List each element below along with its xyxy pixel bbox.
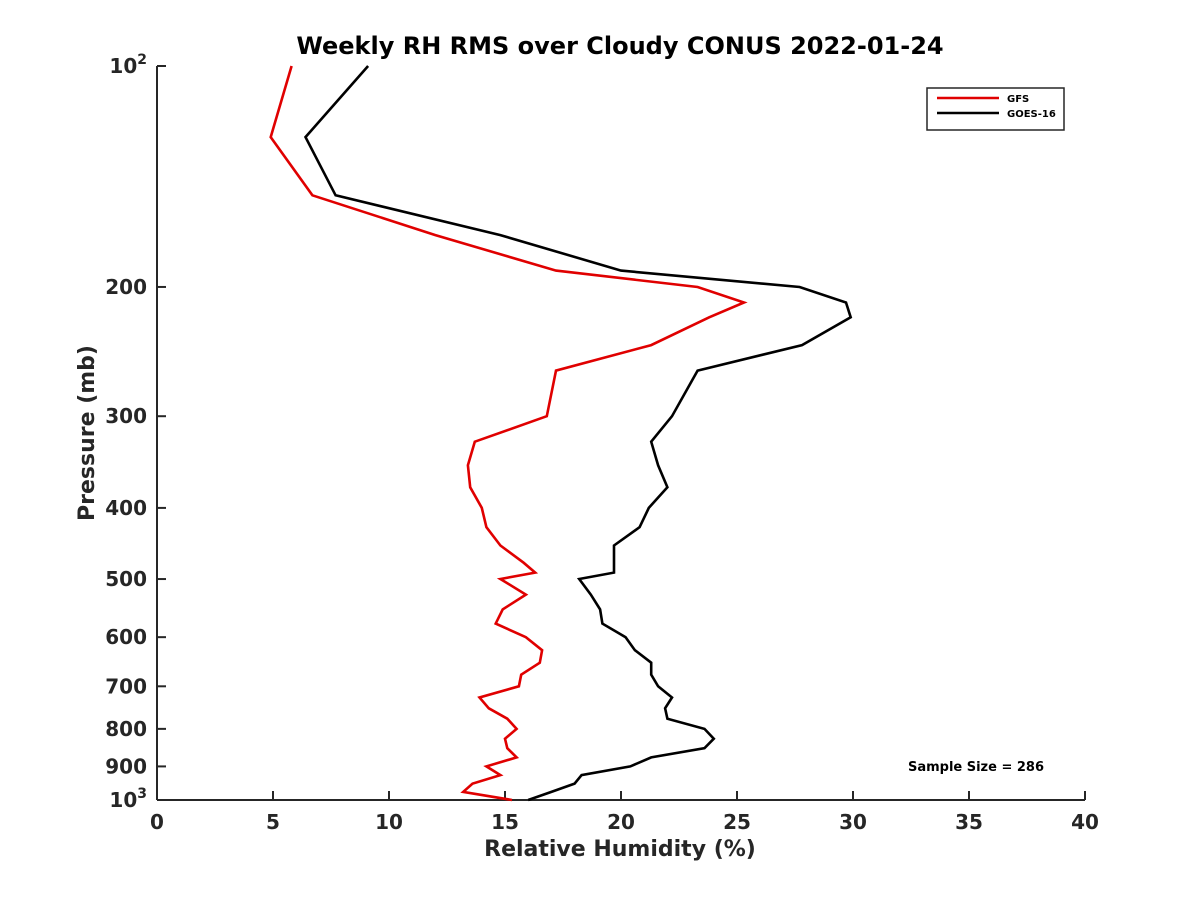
x-tick-label: 40 — [1071, 810, 1099, 834]
y-tick-label: 200 — [105, 275, 147, 299]
y-axis-label: Pressure (mb) — [75, 345, 100, 521]
legend-box — [926, 87, 1065, 131]
plot-area: 0 5 10 15 20 25 30 35 40 102 200 300 400 500 600 700 800… — [105, 52, 1099, 834]
x-tick-label: 0 — [150, 810, 164, 834]
x-tick-label: 5 — [266, 810, 280, 834]
chart-title: Weekly RH RMS over Cloudy CONUS 2022-01-… — [296, 32, 943, 60]
y-tick-label: 500 — [105, 567, 147, 591]
x-tick-label: 30 — [839, 810, 867, 834]
x-tick-label: 35 — [955, 810, 983, 834]
x-axis-label: Relative Humidity (%) — [484, 837, 756, 862]
y-tick-label: 400 — [105, 496, 147, 520]
y-tick-label: 102 — [109, 52, 147, 78]
sample-size-annotation: Sample Size = 286 — [908, 760, 1044, 775]
y-tick-label: 800 — [105, 717, 147, 741]
x-tick-label: 10 — [375, 810, 403, 834]
legend-label: GOES-16 — [1007, 109, 1056, 120]
series-line-goes-16 — [303, 65, 853, 802]
x-tick-label: 25 — [723, 810, 751, 834]
y-tick-label: 300 — [105, 404, 147, 428]
legend-label: GFS — [1007, 94, 1029, 105]
series-line-gfs — [269, 65, 748, 802]
y-tick-label: 700 — [105, 674, 147, 698]
y-tick-label: 900 — [105, 754, 147, 778]
legend: GFS GOES-16 — [926, 87, 1065, 131]
x-tick-label: 15 — [491, 810, 519, 834]
y-tick-label: 600 — [105, 625, 147, 649]
x-tick-label: 20 — [607, 810, 635, 834]
y-tick-label: 103 — [109, 786, 147, 812]
